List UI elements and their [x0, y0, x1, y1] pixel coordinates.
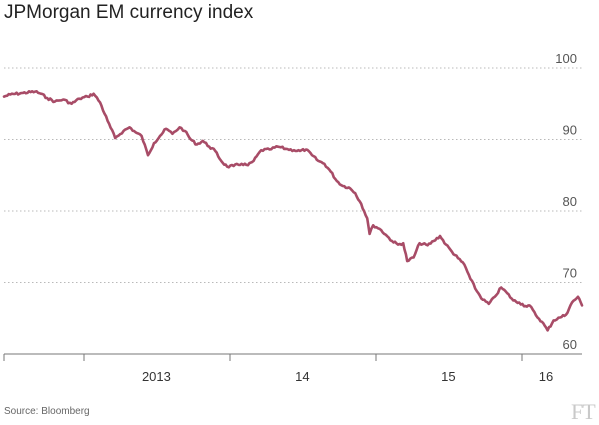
x-tick-label: 2013	[142, 369, 171, 384]
chart-title: JPMorgan EM currency index	[4, 2, 254, 23]
source-note: Source: Bloomberg	[4, 406, 90, 417]
series-layer	[2, 90, 584, 332]
series-line	[2, 90, 584, 332]
y-tick-label: 80	[563, 194, 577, 209]
x-tick-label: 15	[441, 369, 455, 384]
x-tick-label: 16	[539, 369, 553, 384]
x-axis: 2013 14 15 16	[3, 353, 582, 384]
x-tick-label: 14	[295, 369, 309, 384]
y-tick-label: 60	[563, 337, 577, 352]
y-tick-label: 100	[555, 51, 577, 66]
gridlines	[4, 67, 582, 283]
y-tick-label: 90	[563, 123, 577, 138]
y-axis-ticks: 60 70 80 90 100	[555, 51, 577, 352]
ft-logo: FT	[571, 399, 596, 424]
y-tick-label: 70	[563, 266, 577, 281]
